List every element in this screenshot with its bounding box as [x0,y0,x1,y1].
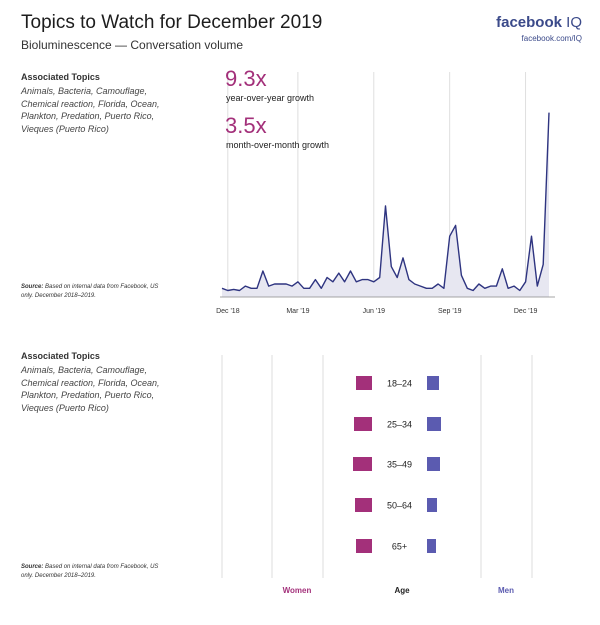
age-group-label: 18–24 [387,379,412,389]
volume-area-fill [222,112,549,297]
men-bar [427,457,440,471]
men-bar [427,376,439,390]
volume-x-tick-label: Dec '18 [216,308,240,315]
brand-name: facebook [496,14,562,31]
women-bar [355,498,372,512]
bottom-source-text: Based on internal data from Facebook, US… [21,564,159,579]
top-source-label: Source: [21,284,44,290]
volume-x-tick-label: Sep '19 [438,308,462,315]
top-topics-heading: Associated Topics [21,72,100,82]
volume-x-tick-label: Dec '19 [514,308,538,315]
volume-x-ticks: Dec '18 Mar '19 Jun '19 Sep '19 Dec '19 [216,308,537,315]
top-source-text: Based on internal data from Facebook, US… [21,284,159,299]
top-source-note: Source: Based on internal data from Face… [21,283,171,300]
age-group-label: 35–49 [387,460,412,470]
volume-chart: Dec '18 Mar '19 Jun '19 Sep '19 Dec '19 [216,72,555,315]
demographic-bars: 18–24 25–34 35–49 50–64 65+ [353,376,441,553]
brand-logo[interactable]: facebook IQ [496,14,582,31]
page-title: Topics to Watch for December 2019 [21,12,323,33]
age-group-label: 65+ [392,542,407,552]
demographic-chart: 18–24 25–34 35–49 50–64 65+ [221,355,533,578]
demographic-chart-gridlines [221,355,533,578]
mom-growth-label: month-over-month growth [226,140,330,150]
brand-url[interactable]: facebook.com/IQ [521,34,582,43]
legend-women: Women [282,586,312,595]
yoy-growth-value: 9.3x [225,66,267,91]
women-bar [354,417,372,431]
women-bar [356,539,372,553]
brand-suffix: IQ [566,14,582,31]
volume-x-tick-label: Mar '19 [286,308,309,315]
age-group-label: 50–64 [387,501,412,511]
top-topics-list: Animals, Bacteria, Camouflage, Chemical … [21,86,160,134]
legend-men: Men [498,586,514,595]
women-bar [353,457,372,471]
men-bar [427,417,441,431]
volume-chart-gridlines [227,72,527,297]
legend-age: Age [394,586,410,595]
men-bar [427,539,436,553]
page-subtitle: Bioluminescence — Conversation volume [21,38,244,52]
volume-x-tick-label: Jun '19 [363,308,385,315]
men-bar [427,498,437,512]
yoy-growth-label: year-over-year growth [226,93,315,103]
women-bar [356,376,372,390]
bottom-source-label: Source: [21,564,44,570]
age-group-label: 25–34 [387,420,412,430]
bottom-topics-list: Animals, Bacteria, Camouflage, Chemical … [21,365,160,413]
bottom-source-note: Source: Based on internal data from Face… [21,563,171,580]
bottom-topics-heading: Associated Topics [21,351,100,361]
volume-series-line [221,112,550,292]
mom-growth-value: 3.5x [225,113,267,138]
